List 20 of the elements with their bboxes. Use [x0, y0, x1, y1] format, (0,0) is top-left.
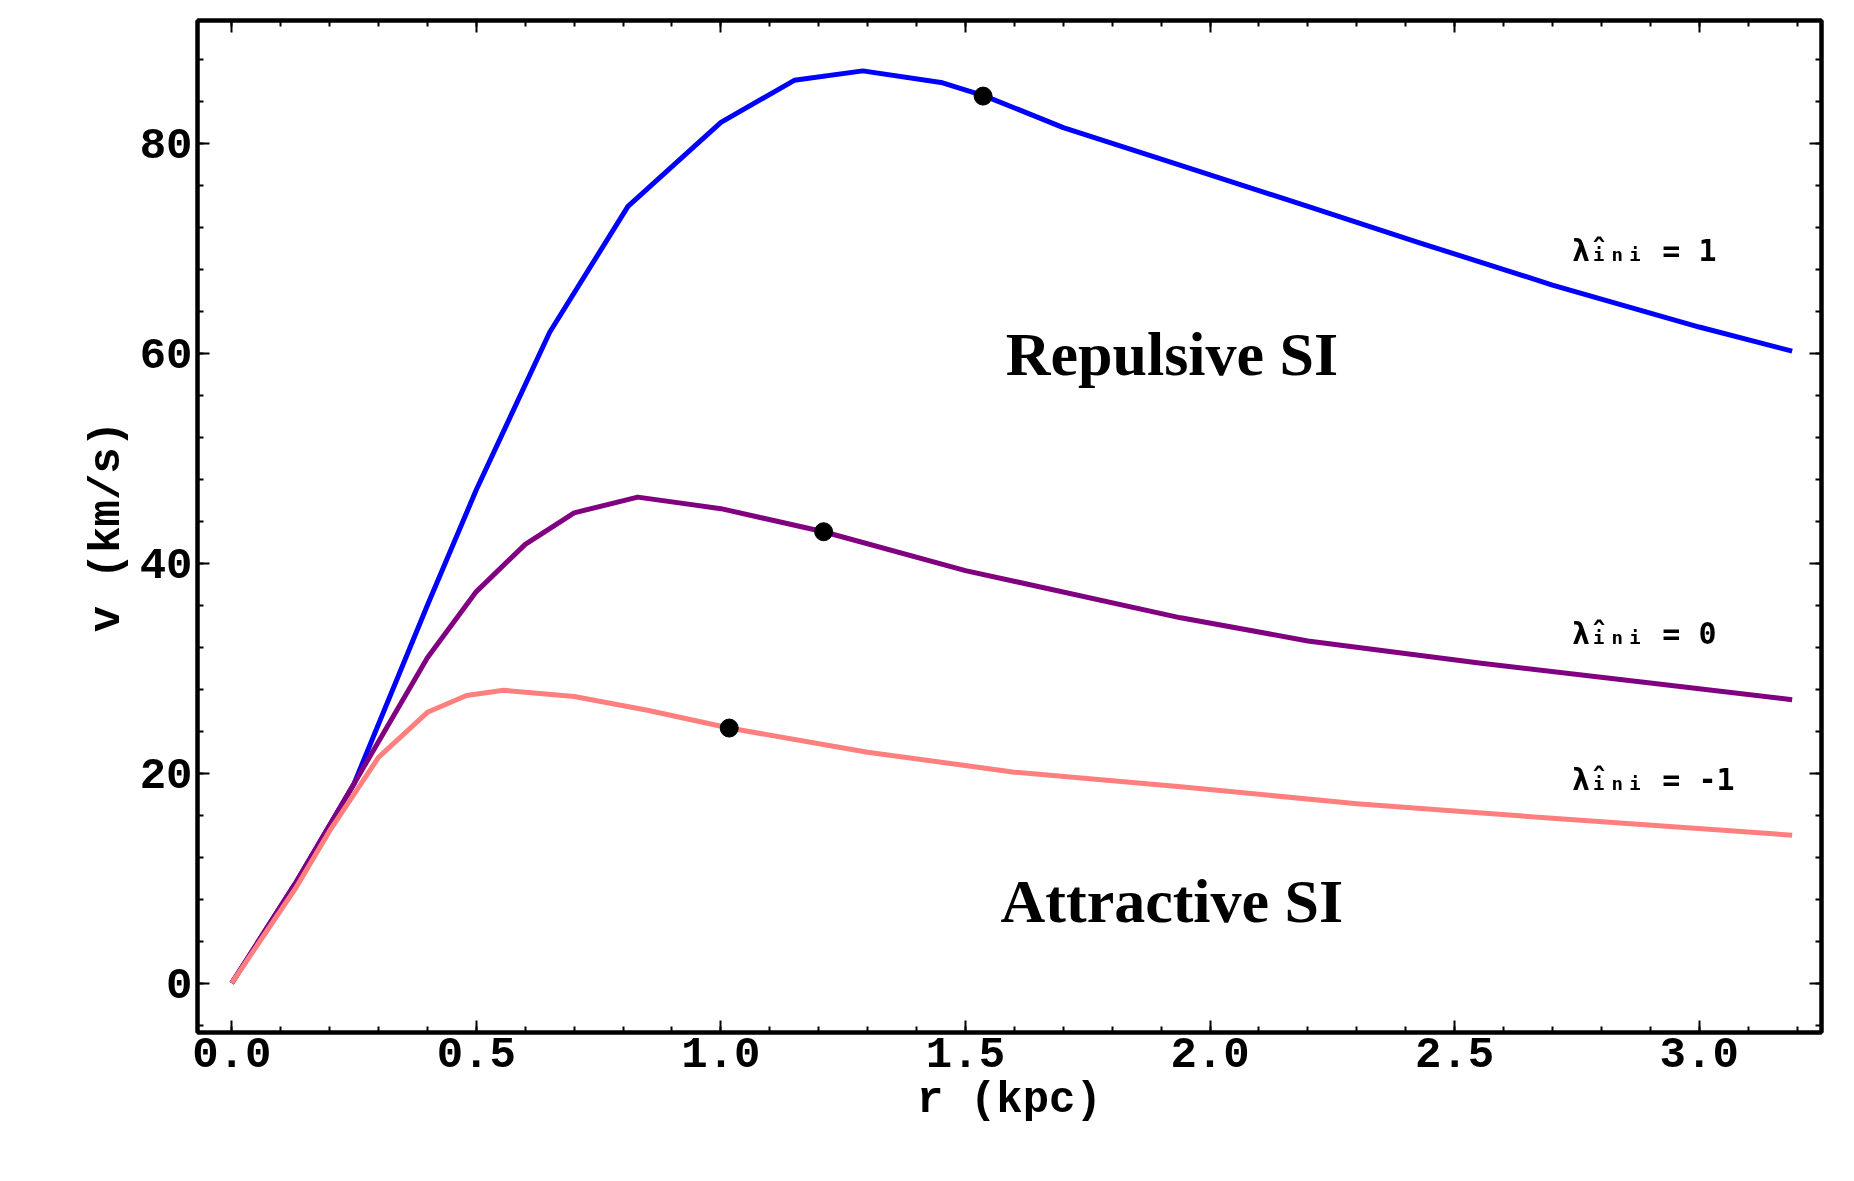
point [719, 718, 739, 738]
point [973, 86, 993, 106]
y-tick-label: 40 [139, 540, 193, 591]
y-tick-label: 60 [139, 330, 193, 381]
annotation: Attractive SI [1000, 866, 1344, 935]
x-tick-label: 2.0 [1170, 1029, 1250, 1080]
series-label: λ̂ᵢₙᵢ = 0 [1572, 616, 1717, 652]
y-axis-title: v (km/s) [81, 420, 132, 633]
x-tick-label: 2.5 [1415, 1029, 1495, 1080]
x-tick-label: 0.5 [436, 1029, 516, 1080]
x-tick-label: 3.0 [1659, 1029, 1739, 1080]
y-tick-label: 0 [166, 960, 193, 1011]
annotation: Repulsive SI [1005, 320, 1339, 389]
series-label: λ̂ᵢₙᵢ = 1 [1572, 233, 1717, 269]
y-tick-label: 80 [139, 120, 193, 171]
point [814, 522, 834, 542]
series-label: λ̂ᵢₙᵢ = -1 [1572, 762, 1735, 798]
x-tick-label: 1.0 [681, 1029, 761, 1080]
x-tick-label: 0.0 [192, 1029, 272, 1080]
y-tick-label: 20 [139, 750, 193, 801]
